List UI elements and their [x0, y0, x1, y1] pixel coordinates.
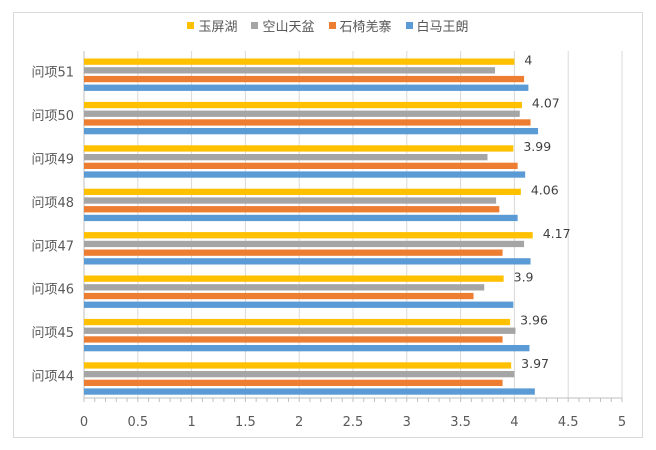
bar [84, 110, 520, 117]
data-label: 3.9 [514, 269, 534, 284]
data-label: 3.99 [523, 139, 551, 154]
x-tick-label: 0 [80, 415, 88, 430]
category-label: 问项49 [31, 153, 74, 168]
x-tick-label: 5 [618, 415, 626, 430]
legend-item: 空山天盆 [251, 16, 315, 35]
category-label: 问项45 [31, 326, 74, 341]
x-tick-label: 4.5 [558, 415, 579, 430]
legend-swatch [251, 22, 259, 29]
bar [84, 336, 503, 343]
bar [84, 388, 535, 395]
x-tick-label: 4 [510, 415, 518, 430]
legend-swatch [328, 22, 336, 29]
bar [84, 371, 515, 378]
bar [84, 67, 496, 74]
bar [84, 249, 503, 256]
x-tick-label: 0.5 [127, 415, 148, 430]
bar [84, 240, 525, 248]
data-label: 4.07 [532, 96, 560, 111]
bar [84, 275, 504, 282]
category-label: 问项44 [31, 370, 74, 385]
bar [84, 84, 529, 91]
legend-item: 玉屏湖 [187, 16, 237, 35]
bar [84, 345, 530, 352]
legend-item: 石椅羌寨 [328, 16, 392, 35]
bar [84, 206, 500, 213]
bar [84, 145, 514, 152]
bar [84, 258, 531, 265]
bar [84, 119, 531, 126]
bar [84, 379, 503, 386]
legend-label: 空山天盆 [262, 20, 315, 35]
bar [84, 171, 526, 178]
legend-label: 石椅羌寨 [339, 20, 392, 35]
bar [84, 214, 518, 222]
bar [84, 75, 525, 83]
bar [84, 327, 516, 334]
bar [84, 232, 533, 239]
bar [84, 362, 512, 369]
x-tick-label: 1.5 [235, 415, 256, 430]
data-label: 4.06 [531, 183, 559, 198]
legend-label: 玉屏湖 [198, 20, 238, 35]
legend-label: 白马王朗 [416, 20, 469, 35]
data-label: 4.17 [543, 226, 571, 241]
bar [84, 197, 497, 204]
legend-swatch [405, 22, 413, 29]
bar [84, 292, 474, 300]
category-label: 问项50 [31, 109, 74, 124]
category-label: 问项48 [31, 196, 74, 211]
category-label: 问项46 [31, 283, 74, 298]
bar [84, 101, 522, 109]
x-tick-label: 3 [403, 415, 411, 430]
data-label: 3.97 [521, 356, 549, 371]
bar [84, 284, 485, 291]
legend-item: 白马王朗 [405, 16, 469, 35]
bar [84, 58, 515, 65]
bar [84, 154, 488, 161]
data-label: 3.96 [520, 313, 548, 328]
data-label: 4 [524, 52, 532, 67]
bar [84, 162, 518, 169]
bar [84, 188, 521, 195]
category-label: 问项47 [31, 239, 74, 254]
x-tick-label: 1 [187, 415, 195, 430]
bar [84, 301, 514, 308]
x-tick-label: 2 [295, 415, 303, 430]
x-tick-label: 2.5 [343, 415, 364, 430]
bar [84, 128, 539, 135]
bar [84, 318, 511, 326]
legend: 玉屏湖 空山天盆 石椅羌寨 白马王朗 [0, 16, 656, 35]
x-tick-label: 3.5 [450, 415, 471, 430]
category-label: 问项51 [31, 66, 74, 81]
legend-swatch [187, 22, 195, 29]
